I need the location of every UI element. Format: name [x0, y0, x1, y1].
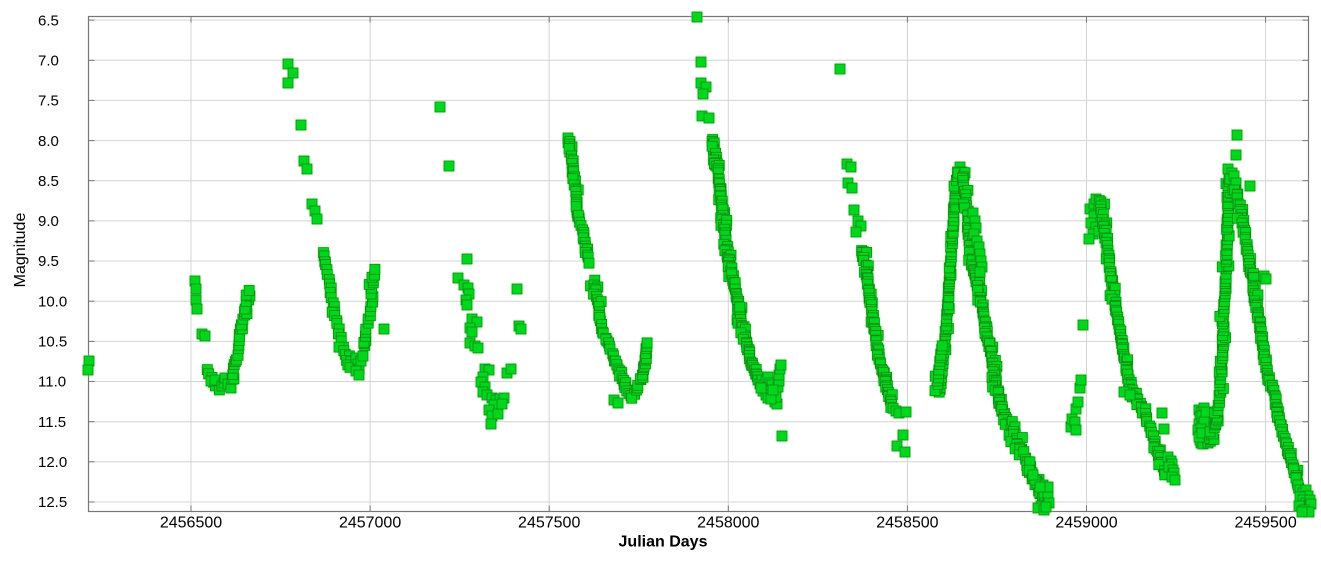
svg-text:2459000: 2459000: [1055, 515, 1117, 532]
svg-text:6.5: 6.5: [38, 12, 59, 29]
svg-text:11.5: 11.5: [38, 414, 66, 431]
svg-text:12.5: 12.5: [38, 494, 67, 511]
svg-text:7.0: 7.0: [38, 53, 59, 70]
svg-text:Magnitude: Magnitude: [12, 213, 29, 288]
svg-text:Julian Days: Julian Days: [619, 534, 708, 551]
svg-text:10.0: 10.0: [38, 293, 67, 310]
svg-text:10.5: 10.5: [38, 334, 67, 351]
svg-text:2457500: 2457500: [518, 515, 580, 532]
svg-text:12.0: 12.0: [38, 454, 67, 471]
svg-text:9.0: 9.0: [38, 213, 59, 230]
svg-text:2459500: 2459500: [1234, 515, 1296, 532]
svg-text:11.0: 11.0: [38, 374, 66, 391]
svg-text:8.0: 8.0: [38, 133, 59, 150]
svg-text:2458500: 2458500: [876, 515, 938, 532]
svg-text:2457000: 2457000: [339, 515, 401, 532]
svg-text:7.5: 7.5: [38, 93, 59, 110]
svg-text:9.5: 9.5: [38, 253, 59, 270]
svg-text:8.5: 8.5: [38, 173, 59, 190]
svg-text:2456500: 2456500: [160, 515, 222, 532]
svg-text:2458000: 2458000: [697, 515, 759, 532]
